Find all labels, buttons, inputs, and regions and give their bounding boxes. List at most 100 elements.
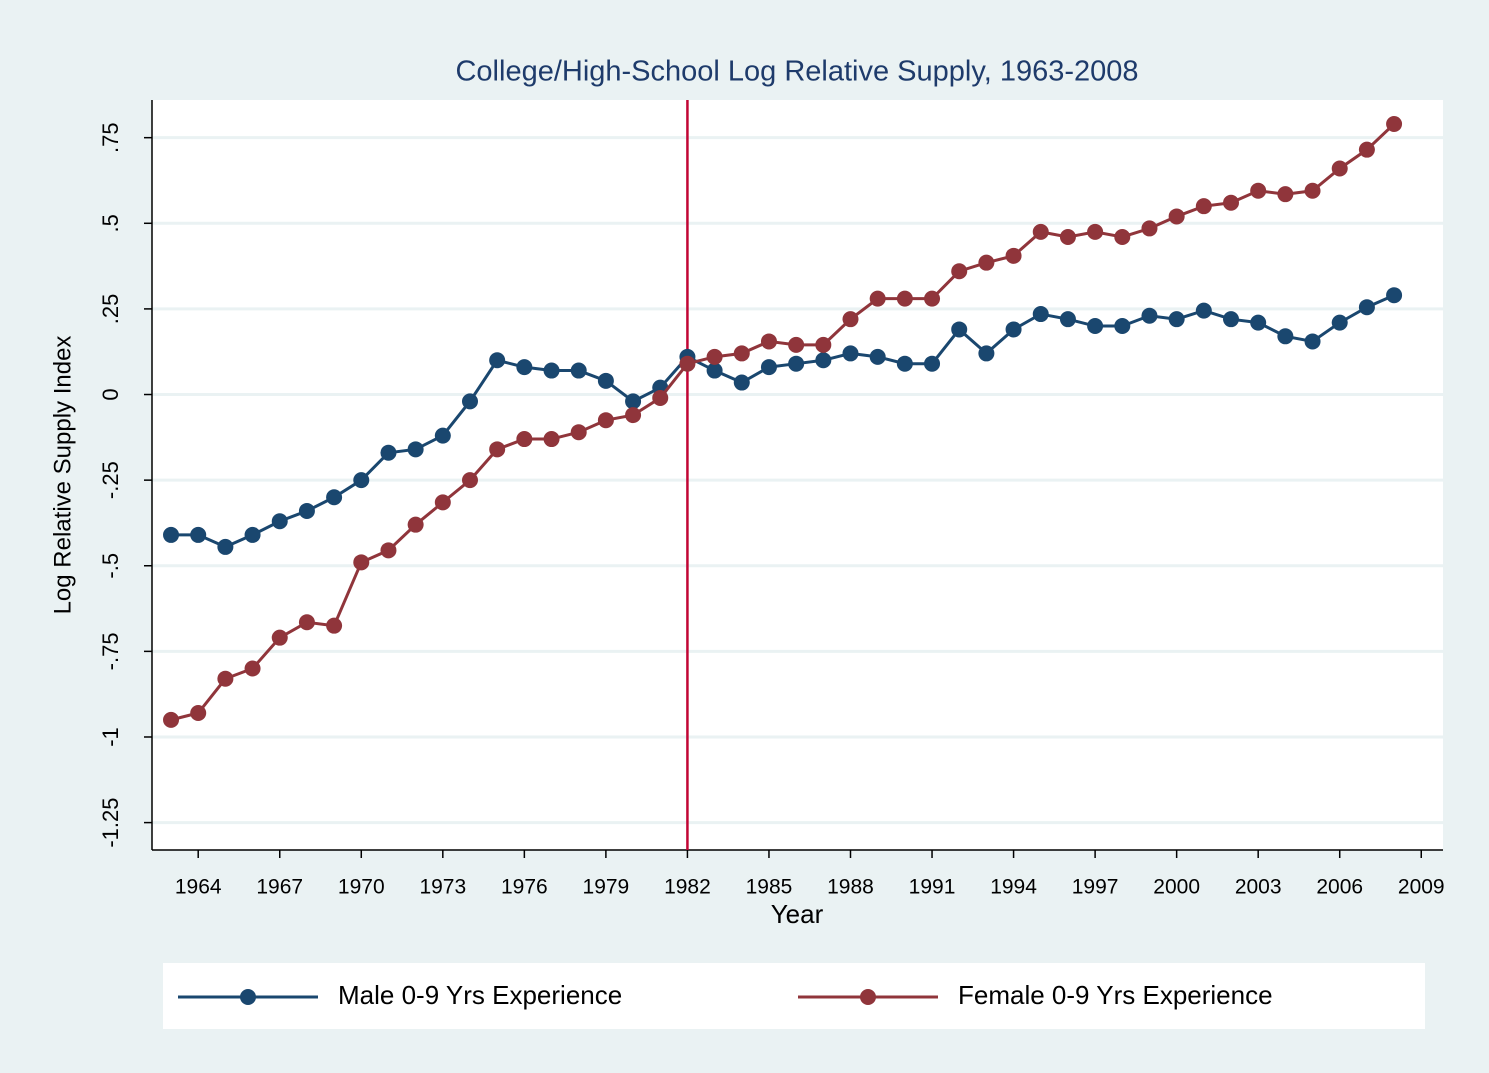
point — [326, 617, 343, 634]
point — [570, 362, 587, 379]
y-axis-label: Log Relative Supply Index — [49, 336, 76, 615]
point — [1087, 318, 1104, 335]
series-line — [171, 293, 1395, 549]
point — [788, 336, 805, 353]
point — [1032, 223, 1049, 240]
point — [163, 526, 180, 543]
point — [978, 254, 995, 271]
point — [1087, 223, 1104, 240]
point — [842, 311, 859, 328]
series-line — [170, 122, 1396, 722]
point — [1277, 186, 1294, 203]
point — [190, 526, 207, 543]
point — [516, 359, 533, 376]
chart-title: College/High-School Log Relative Supply,… — [455, 56, 1138, 88]
legend-marker — [240, 989, 256, 1005]
point — [298, 614, 315, 631]
legend-box — [163, 963, 1425, 1029]
x-tick-label: 1967 — [256, 876, 303, 899]
point — [1141, 220, 1158, 237]
point — [842, 345, 859, 362]
point — [625, 393, 642, 410]
point — [271, 513, 288, 530]
point — [190, 705, 207, 722]
point — [1331, 314, 1348, 331]
x-tick-label: 1982 — [664, 876, 711, 899]
x-tick-label: 1985 — [746, 876, 793, 899]
x-tick-label: 2006 — [1316, 876, 1363, 899]
point — [380, 542, 397, 559]
point — [217, 670, 234, 687]
point — [244, 660, 261, 677]
y-tick-label: .5 — [98, 214, 123, 232]
point — [271, 629, 288, 646]
y-tick-label: .75 — [98, 122, 123, 153]
x-axis-label: Year — [771, 899, 824, 929]
point — [1304, 333, 1321, 350]
x-tick-label: 2003 — [1235, 876, 1282, 899]
point — [217, 538, 234, 555]
y-tick-label: .25 — [98, 294, 123, 325]
point — [570, 424, 587, 441]
legend-marker — [860, 989, 876, 1005]
point — [788, 355, 805, 372]
x-tick-label: 1994 — [990, 876, 1037, 899]
point — [652, 389, 669, 406]
x-tick-label: 1964 — [175, 876, 222, 899]
point — [815, 336, 832, 353]
point — [1250, 314, 1267, 331]
x-tick-label: 2000 — [1153, 876, 1200, 899]
point — [489, 441, 506, 458]
point — [896, 355, 913, 372]
point — [1331, 160, 1348, 177]
point — [1223, 194, 1240, 211]
point — [1223, 311, 1240, 328]
point — [978, 345, 995, 362]
point — [516, 431, 533, 448]
point — [407, 516, 424, 533]
point — [163, 711, 180, 728]
x-tick-label: 1973 — [419, 876, 466, 899]
point — [1005, 321, 1022, 338]
x-tick-label: 1979 — [583, 876, 630, 899]
point — [1195, 302, 1212, 319]
point — [1304, 182, 1321, 199]
point — [244, 526, 261, 543]
point — [1114, 228, 1131, 245]
point — [543, 431, 560, 448]
point — [461, 393, 478, 410]
point — [815, 352, 832, 369]
point — [1168, 208, 1185, 225]
point — [434, 427, 451, 444]
point — [326, 489, 343, 506]
point — [543, 362, 560, 379]
point — [407, 441, 424, 458]
point — [625, 407, 642, 424]
point — [1059, 311, 1076, 328]
point — [1005, 247, 1022, 264]
point — [461, 472, 478, 489]
point — [896, 290, 913, 307]
point — [951, 321, 968, 338]
point — [1141, 307, 1158, 324]
point — [298, 502, 315, 519]
point — [1114, 318, 1131, 335]
x-tick-label: 1976 — [501, 876, 548, 899]
y-tick-label: -1.25 — [98, 798, 123, 848]
point — [679, 355, 696, 372]
point — [1358, 141, 1375, 158]
point — [597, 412, 614, 429]
point — [1059, 228, 1076, 245]
point — [353, 554, 370, 571]
point — [1032, 306, 1049, 323]
point — [951, 263, 968, 280]
point — [1386, 287, 1403, 304]
point — [733, 345, 750, 362]
point — [1168, 311, 1185, 328]
point — [1358, 299, 1375, 316]
point — [1277, 328, 1294, 345]
point — [380, 444, 397, 461]
legend-label: Male 0-9 Yrs Experience — [338, 980, 622, 1010]
